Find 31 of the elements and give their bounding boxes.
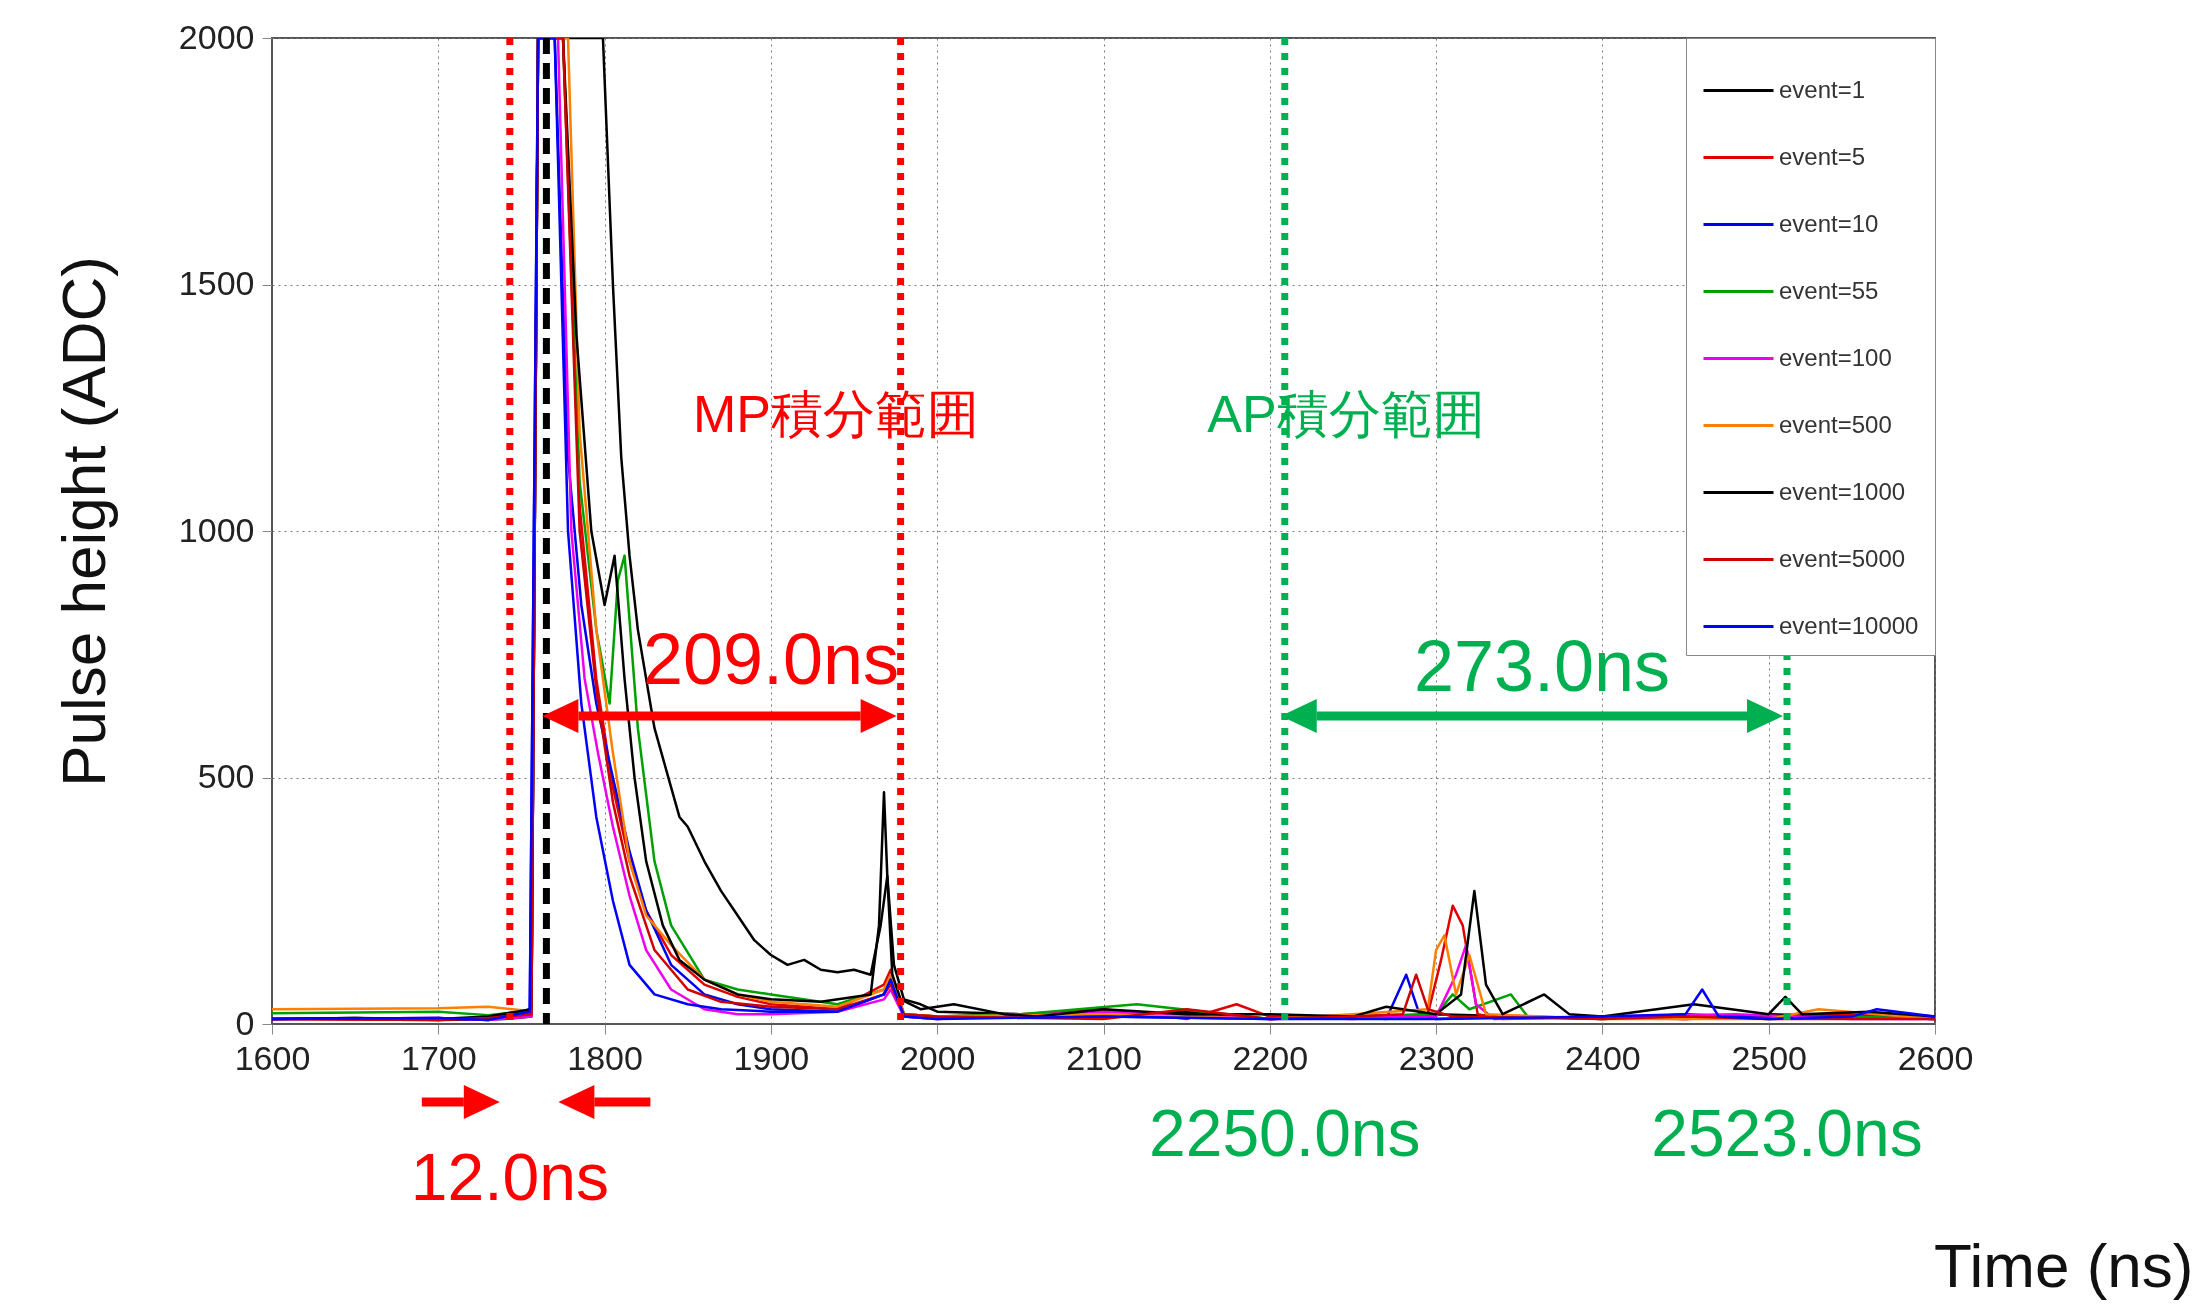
legend-label: event=55 xyxy=(1779,276,1879,304)
x-tick-label: 2200 xyxy=(1232,1038,1309,1077)
y-tick-label: 1000 xyxy=(178,510,255,549)
ref-line-label: 2250.0ns xyxy=(1148,1096,1421,1170)
x-tick-label: 2600 xyxy=(1897,1038,1974,1077)
ref-line-label: 12.0ns xyxy=(410,1140,609,1214)
legend-label: event=100 xyxy=(1779,343,1892,371)
annotation: MP積分範囲 xyxy=(693,385,979,443)
annotation: 273.0ns xyxy=(1413,626,1671,706)
legend-label: event=5 xyxy=(1779,142,1866,170)
x-tick-label: 1900 xyxy=(733,1038,810,1077)
legend-label: event=1000 xyxy=(1779,477,1906,505)
ref-line-label: 2523.0ns xyxy=(1651,1096,1923,1170)
y-axis-title: Pulse height (ADC) xyxy=(48,256,118,787)
x-tick-label: 2300 xyxy=(1398,1038,1475,1077)
legend-label: event=5000 xyxy=(1779,544,1906,572)
x-tick-label: 2400 xyxy=(1565,1038,1641,1077)
legend-label: event=10000 xyxy=(1779,611,1919,639)
x-tick-label: 2000 xyxy=(899,1038,976,1077)
x-tick-label: 2500 xyxy=(1731,1038,1808,1077)
x-tick-label: 1700 xyxy=(400,1038,477,1077)
y-tick-label: 500 xyxy=(197,757,255,795)
y-tick-label: 1500 xyxy=(178,264,255,302)
legend-label: event=500 xyxy=(1779,410,1892,438)
annotation: 209.0ns xyxy=(642,619,900,699)
legend-label: event=1 xyxy=(1779,75,1866,103)
x-tick-label: 1800 xyxy=(567,1038,643,1077)
y-tick-label: 2000 xyxy=(178,17,255,56)
x-axis-title: Time (ns) xyxy=(1934,1230,2194,1300)
x-tick-label: 2100 xyxy=(1066,1038,1142,1077)
legend-label: event=10 xyxy=(1779,209,1879,237)
